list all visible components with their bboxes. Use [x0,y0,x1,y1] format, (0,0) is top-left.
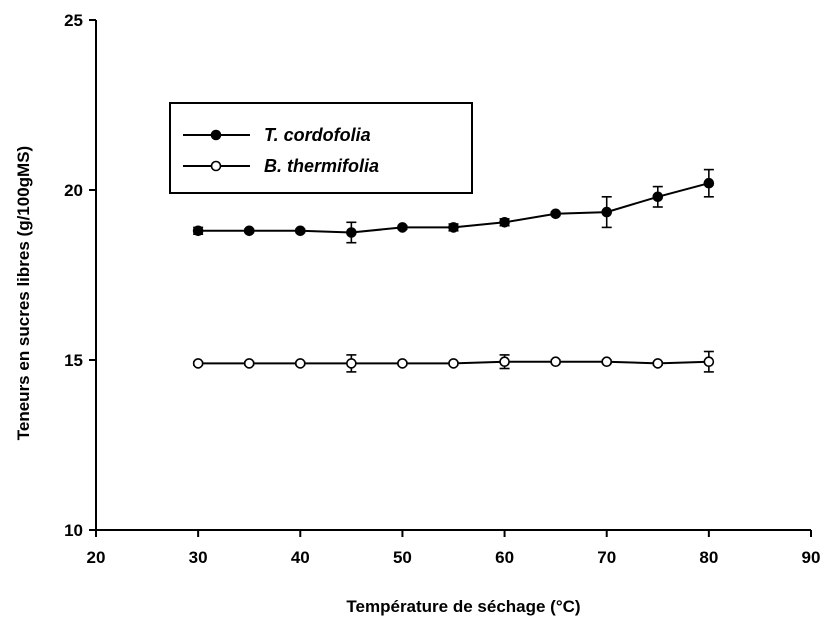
data-point [397,222,408,233]
legend-label-b-thermifolia: B. thermifolia [264,156,379,176]
data-point [601,206,613,218]
legend-label-t-cordofolia: T. cordofolia [264,125,371,145]
y-ticks: 10 15 20 25 [64,11,96,540]
plot-area [192,168,715,373]
y-tick-label: 25 [64,11,83,30]
data-point [192,225,204,237]
legend-marker [210,129,222,141]
series-1 [192,350,715,373]
x-axis-title: Température de séchage (°C) [346,597,580,616]
axes [95,20,811,531]
y-tick-label: 20 [64,181,83,200]
x-tick-label: 20 [87,548,106,567]
data-point [192,358,204,369]
data-point [499,217,510,228]
y-tick-label: 10 [64,521,83,540]
legend-box [169,102,473,194]
x-tick-label: 60 [495,548,514,567]
y-axis-title: Teneurs en sucres libres (g/100gMS) [14,146,33,440]
data-point [601,356,613,368]
x-tick-label: 40 [291,548,310,567]
data-point [346,358,357,369]
data-point [397,358,408,369]
data-point [499,356,510,368]
data-point [652,358,664,369]
data-point [294,358,306,369]
x-tick-label: 30 [189,548,208,567]
x-tick-label: 80 [699,548,718,567]
x-tick-label: 50 [393,548,412,567]
data-point [448,222,459,233]
x-tick-label: 70 [597,548,616,567]
x-tick-label: 90 [802,548,821,567]
x-ticks: 20 30 40 50 60 70 80 90 [87,530,821,567]
data-point [243,225,255,237]
series-0 [192,168,715,244]
data-point [294,225,306,237]
data-point [703,356,715,368]
legend: T. cordofolia B. thermifolia [169,102,473,194]
data-point [550,208,561,220]
data-point [243,358,255,369]
data-point [346,227,357,238]
data-point [703,177,715,189]
data-point [448,358,459,369]
data-point [550,356,561,368]
legend-marker [210,160,222,172]
data-point [652,191,664,203]
y-tick-label: 15 [64,351,83,370]
